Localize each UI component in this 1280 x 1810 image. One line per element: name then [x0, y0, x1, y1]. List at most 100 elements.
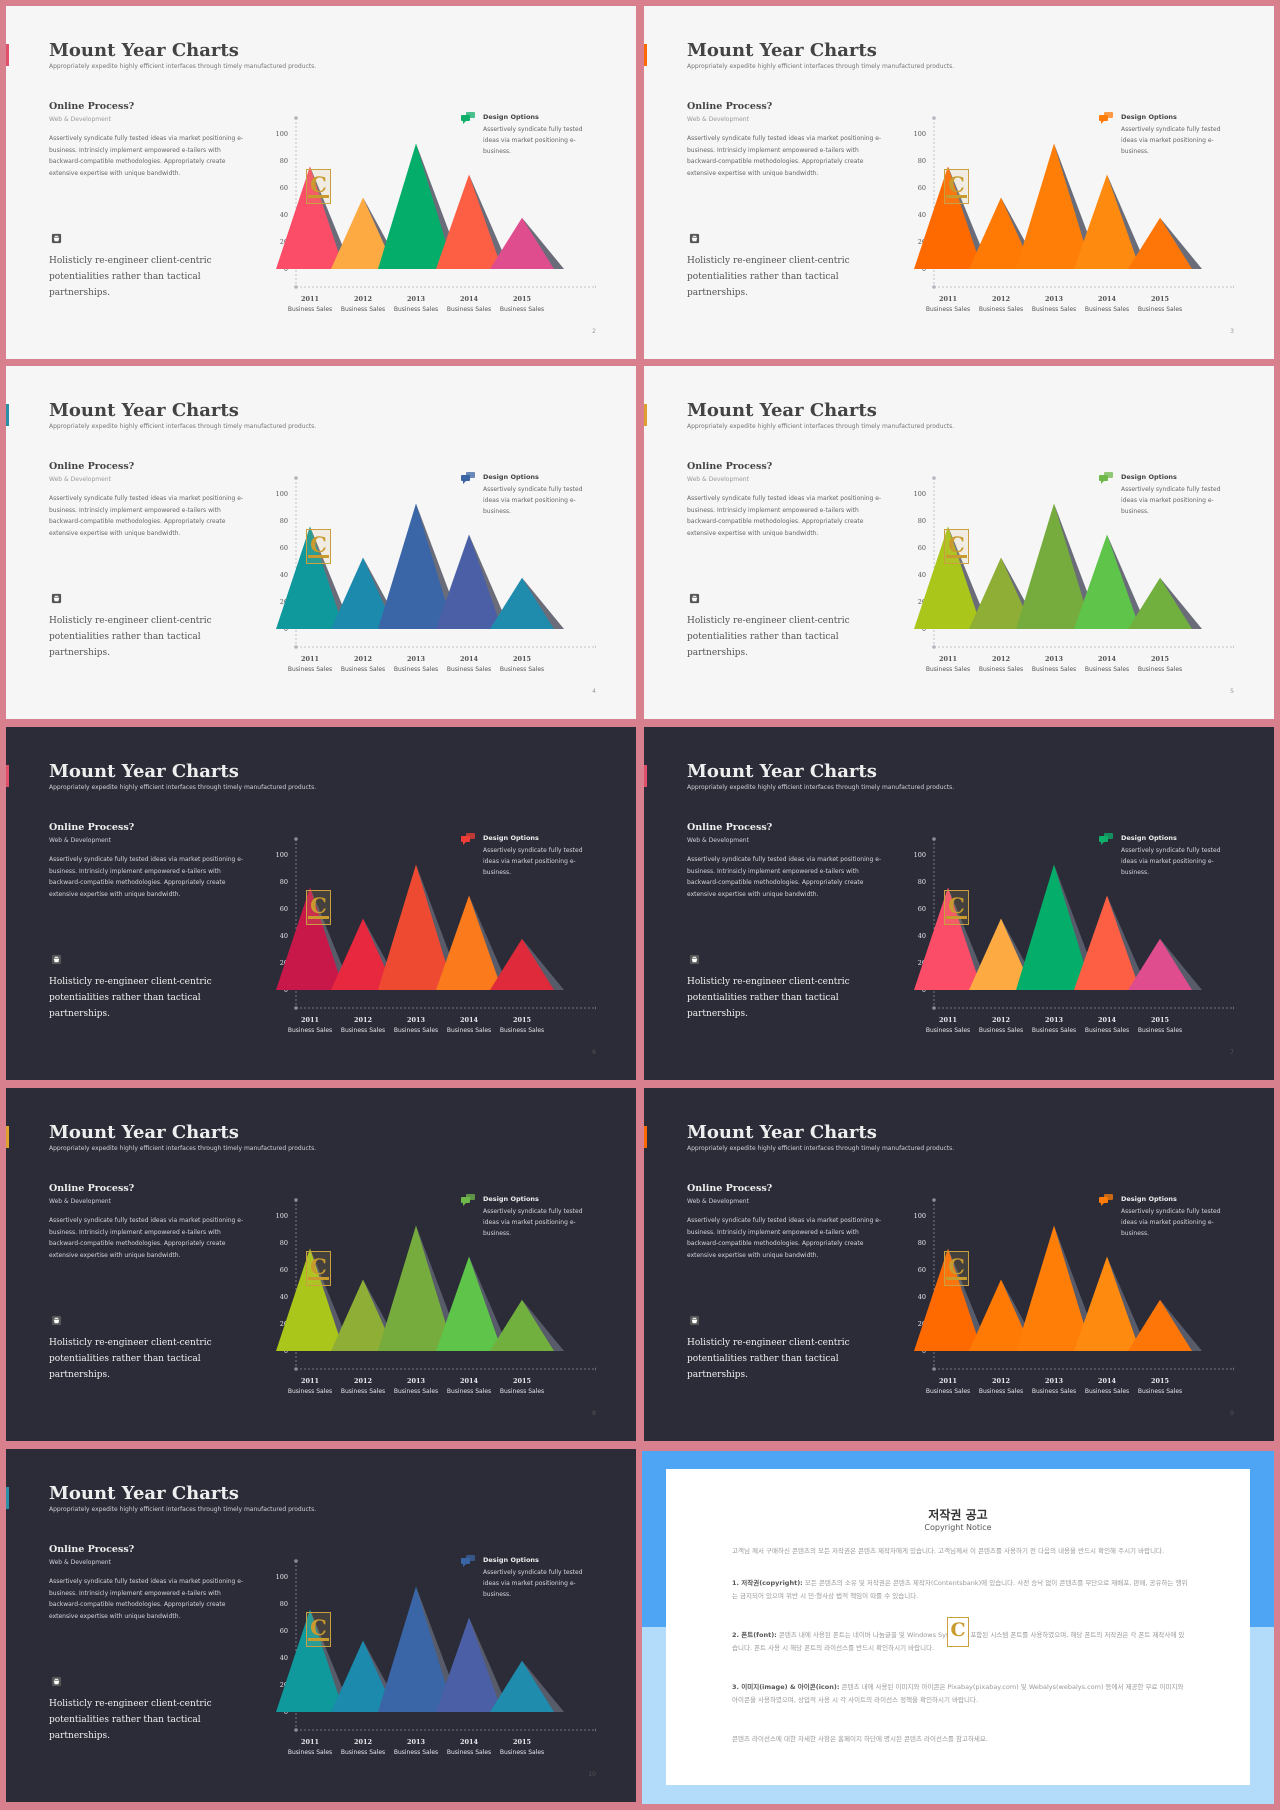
body-text: Assertively syndicate fully tested ideas… — [687, 135, 882, 177]
y-tick-label: 40 — [918, 1293, 926, 1301]
x-tick-year: 2011 — [301, 1377, 319, 1385]
mountain-chart: 0204060801002011Business Sales2012Busine… — [276, 476, 596, 673]
page-number: 9 — [1230, 1410, 1234, 1417]
x-axis-end — [1233, 1006, 1234, 1010]
x-tick-sublabel: Business Sales — [1085, 306, 1129, 313]
x-tick-year: 2013 — [407, 655, 426, 663]
y-tick-label: 20 — [918, 1320, 926, 1328]
mountain-2012 — [969, 557, 1033, 629]
notice-title: 저작권 공고 — [928, 1508, 988, 1522]
design-options-text: Assertively syndicate fully tested ideas… — [1121, 486, 1221, 515]
watermark-logo-letter: C — [310, 1615, 327, 1640]
watermark-logo-letter: C — [310, 1254, 327, 1279]
x-tick-sublabel: Business Sales — [288, 666, 332, 673]
x-tick-sublabel: Business Sales — [500, 1388, 544, 1395]
mountain-2014 — [436, 534, 502, 629]
body-text: Assertively syndicate fully tested ideas… — [49, 856, 244, 898]
y-tick-label: 20 — [280, 959, 288, 967]
x-tick-year: 2015 — [513, 1738, 532, 1746]
x-tick-sublabel: Business Sales — [288, 1027, 332, 1034]
y-axis-end — [932, 1198, 936, 1202]
online-process-subheading: Web & Development — [687, 837, 749, 844]
x-tick-sublabel: Business Sales — [394, 306, 438, 313]
x-tick-sublabel: Business Sales — [979, 666, 1023, 673]
x-tick-year: 2013 — [1045, 1377, 1064, 1385]
x-tick-sublabel: Business Sales — [1138, 666, 1182, 673]
x-tick-sublabel: Business Sales — [447, 666, 491, 673]
holistic-text: Holisticly re-engineer client-centric po… — [49, 616, 212, 658]
x-tick-sublabel: Business Sales — [447, 1027, 491, 1034]
x-tick-year: 2013 — [407, 1016, 426, 1024]
x-tick-sublabel: Business Sales — [1032, 1027, 1076, 1034]
y-tick-label: 100 — [914, 130, 926, 138]
y-tick-label: 60 — [280, 184, 288, 192]
watermark-logo: C — [306, 1612, 331, 1647]
copyright-notice-slide[interactable]: 저작권 공고 Copyright Notice 고객님 께서 구매하신 콘텐츠의… — [642, 1451, 1274, 1804]
slide-thumbnail-2[interactable]: Mount Year Charts Appropriately expedite… — [6, 6, 636, 359]
mountain-shadow-2014 — [469, 1617, 510, 1712]
x-tick-year: 2015 — [513, 1016, 532, 1024]
mountain-2011 — [276, 1609, 344, 1712]
y-tick-label: 60 — [918, 184, 926, 192]
x-tick-year: 2012 — [354, 1738, 372, 1746]
online-process-heading: Online Process? — [49, 1544, 135, 1555]
x-tick-year: 2014 — [1098, 1016, 1117, 1024]
design-options-title: Design Options — [483, 113, 539, 121]
mountain-2012 — [969, 1279, 1033, 1351]
x-tick-year: 2015 — [1151, 295, 1170, 303]
y-tick-label: 100 — [276, 851, 288, 859]
notice-outro: 콘텐츠 라이선스에 대한 자세한 사항은 홈페이지 하단에 명시된 콘텐츠 라이… — [732, 1735, 988, 1743]
slide-thumbnail-6[interactable]: Mount Year Charts Appropriately expedite… — [6, 727, 636, 1080]
basket-icon — [689, 954, 700, 965]
online-process-subheading: Web & Development — [49, 1198, 111, 1205]
slide-thumbnail-10[interactable]: Mount Year Charts Appropriately expedite… — [6, 1449, 636, 1802]
watermark-logo: C — [944, 1251, 969, 1286]
x-tick-year: 2013 — [407, 1377, 426, 1385]
online-process-heading: Online Process? — [49, 461, 135, 472]
chat-bubbles-icon — [461, 1194, 475, 1206]
chat-bubbles-icon — [461, 1555, 475, 1567]
online-process-heading: Online Process? — [687, 822, 773, 833]
page-number: 5 — [1230, 688, 1234, 695]
watermark-logo: C — [306, 890, 331, 925]
slide-thumbnail-8[interactable]: Mount Year Charts Appropriately expedite… — [6, 1088, 636, 1441]
x-axis-end — [595, 1006, 596, 1010]
mountain-shadow-2011 — [948, 166, 990, 269]
x-tick-sublabel: Business Sales — [447, 1749, 491, 1756]
x-tick-sublabel: Business Sales — [341, 306, 385, 313]
x-tick-sublabel: Business Sales — [341, 1388, 385, 1395]
x-tick-year: 2011 — [939, 1016, 957, 1024]
online-process-subheading: Web & Development — [687, 116, 749, 123]
notice-logo-letter: C — [950, 1619, 966, 1641]
accent-bar — [6, 765, 9, 787]
x-tick-year: 2014 — [1098, 1377, 1117, 1385]
y-tick-label: 20 — [918, 238, 926, 246]
mountain-2013 — [378, 1586, 454, 1712]
y-tick-label: 100 — [914, 1212, 926, 1220]
slide-thumbnail-4[interactable]: Mount Year Charts Appropriately expedite… — [6, 366, 636, 719]
y-tick-label: 60 — [280, 1266, 288, 1274]
page-number: 6 — [592, 1049, 596, 1056]
slide-thumbnail-3[interactable]: Mount Year Charts Appropriately expedite… — [644, 6, 1274, 359]
body-text: Assertively syndicate fully tested ideas… — [687, 495, 882, 537]
x-tick-year: 2013 — [407, 1738, 426, 1746]
slide-thumbnail-9[interactable]: Mount Year Charts Appropriately expedite… — [644, 1088, 1274, 1441]
x-tick-year: 2011 — [939, 295, 957, 303]
mountain-shadow-2014 — [469, 174, 510, 269]
body-text: Assertively syndicate fully tested ideas… — [49, 1217, 244, 1259]
mountain-shadow-2014 — [469, 534, 510, 629]
x-tick-sublabel: Business Sales — [341, 1749, 385, 1756]
y-tick-label: 40 — [918, 571, 926, 579]
notice-font-label: 2. 폰트(font): — [732, 1631, 777, 1639]
slide-thumbnail-5[interactable]: Mount Year Charts Appropriately expedite… — [644, 366, 1274, 719]
mountain-chart: 0204060801002011Business Sales2012Busine… — [914, 1198, 1234, 1395]
y-tick-label: 80 — [918, 1239, 926, 1247]
mountain-2012 — [969, 197, 1033, 269]
online-process-heading: Online Process? — [687, 461, 773, 472]
page-number: 8 — [592, 1410, 596, 1417]
slide-thumbnail-7[interactable]: Mount Year Charts Appropriately expedite… — [644, 727, 1274, 1080]
x-axis-start — [294, 1728, 298, 1732]
y-tick-label: 80 — [280, 1600, 288, 1608]
y-tick-label: 60 — [918, 544, 926, 552]
x-tick-sublabel: Business Sales — [447, 1388, 491, 1395]
